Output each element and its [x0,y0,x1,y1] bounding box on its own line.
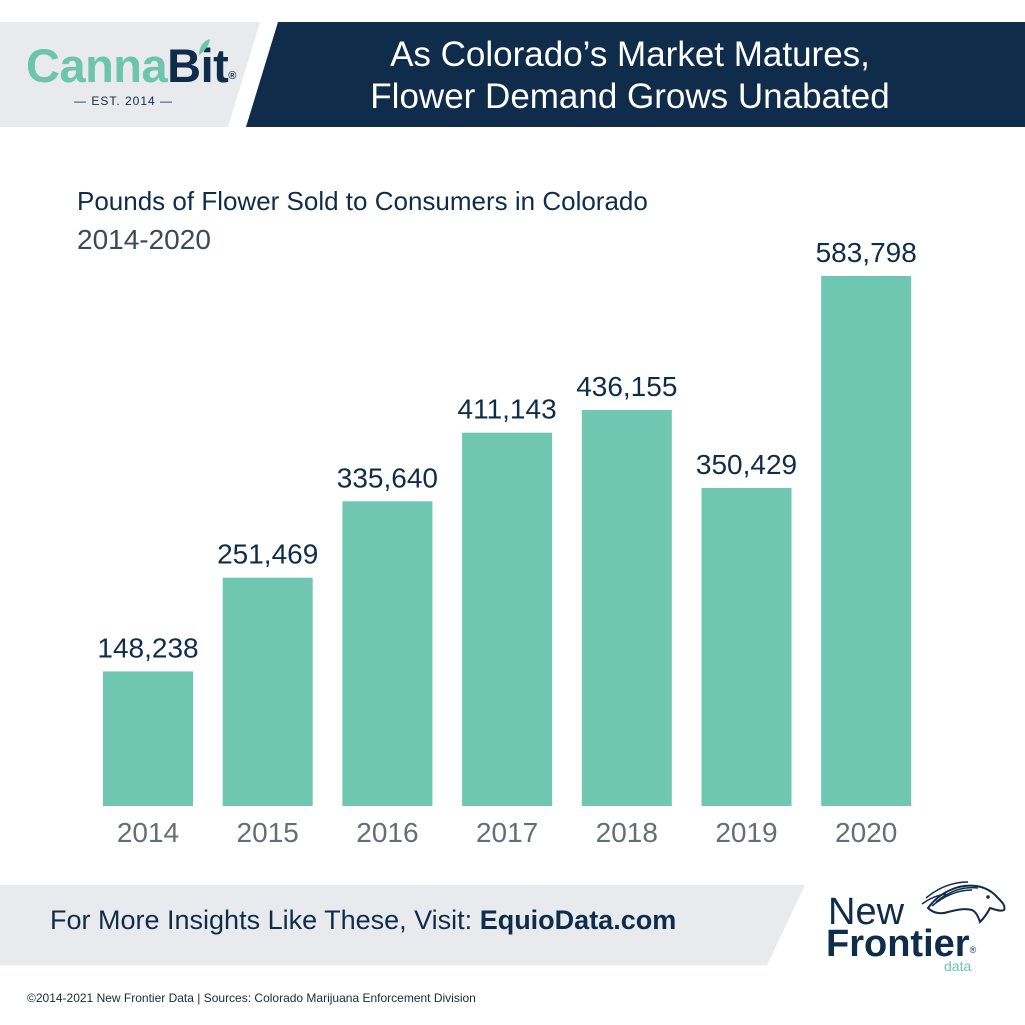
chart-title: Pounds of Flower Sold to Consumers in Co… [77,186,648,216]
value-label-2015: 251,469 [217,539,318,570]
headline-line1: As Colorado’s Market Matures, [390,35,870,74]
leaf-icon [199,39,210,55]
bar-2019 [701,487,792,806]
cannabit-logo: CannaBit® — EST. 2014 — [26,38,241,113]
partner-logo-line2: Frontier [826,923,970,965]
category-label-2016: 2016 [356,817,418,848]
bar-2018 [581,410,672,806]
bar-2015 [222,577,313,806]
bar-2014 [103,671,193,806]
category-label-2017: 2017 [476,817,538,848]
brand-name-part1: Canna [26,39,168,92]
bar-2017 [462,432,553,806]
copyright-notice: ©2014-2021 New Frontier Data | Sources: … [27,991,476,1005]
header-title-panel [238,22,1025,127]
bar-2016 [342,501,433,806]
value-label-2019: 350,429 [696,449,797,480]
brand-name: CannaBit® [26,38,236,94]
partner-logo-line3: data [944,958,972,974]
partner-logo-line1: New [828,891,905,933]
footer-prompt: For More Insights Like These, Visit: [50,905,480,935]
partner-logo-line2-wrap: Frontier® [826,924,976,964]
brand-established: — EST. 2014 — [74,94,174,108]
brand-name-part2: Bit [167,39,229,92]
headline-line2: Flower Demand Grows Unabated [370,77,890,116]
brand-registered-mark: ® [228,70,236,82]
partner-registered-mark: ® [969,945,977,955]
value-label-2018: 436,155 [576,371,677,402]
category-label-2018: 2018 [596,817,658,848]
category-label-2020: 2020 [835,817,897,848]
category-label-2015: 2015 [237,817,299,848]
headline: As Colorado’s Market Matures, Flower Dem… [290,34,970,118]
footer-banner [0,885,805,965]
value-label-2014: 148,238 [97,632,198,663]
chart-subtitle: 2014-2020 [77,224,211,255]
footer-link[interactable]: EquioData.com [479,905,677,935]
horse-head-icon [921,881,1006,924]
category-label-2014: 2014 [117,817,179,848]
footer-cta: For More Insights Like These, Visit: Equ… [50,905,676,936]
value-label-2016: 335,640 [337,462,438,493]
bar-2020 [821,276,912,806]
value-label-2020: 583,798 [816,237,917,268]
category-label-2019: 2019 [715,817,777,848]
value-label-2017: 411,143 [458,394,557,425]
new-frontier-logo: New Frontier® data [826,878,1011,978]
